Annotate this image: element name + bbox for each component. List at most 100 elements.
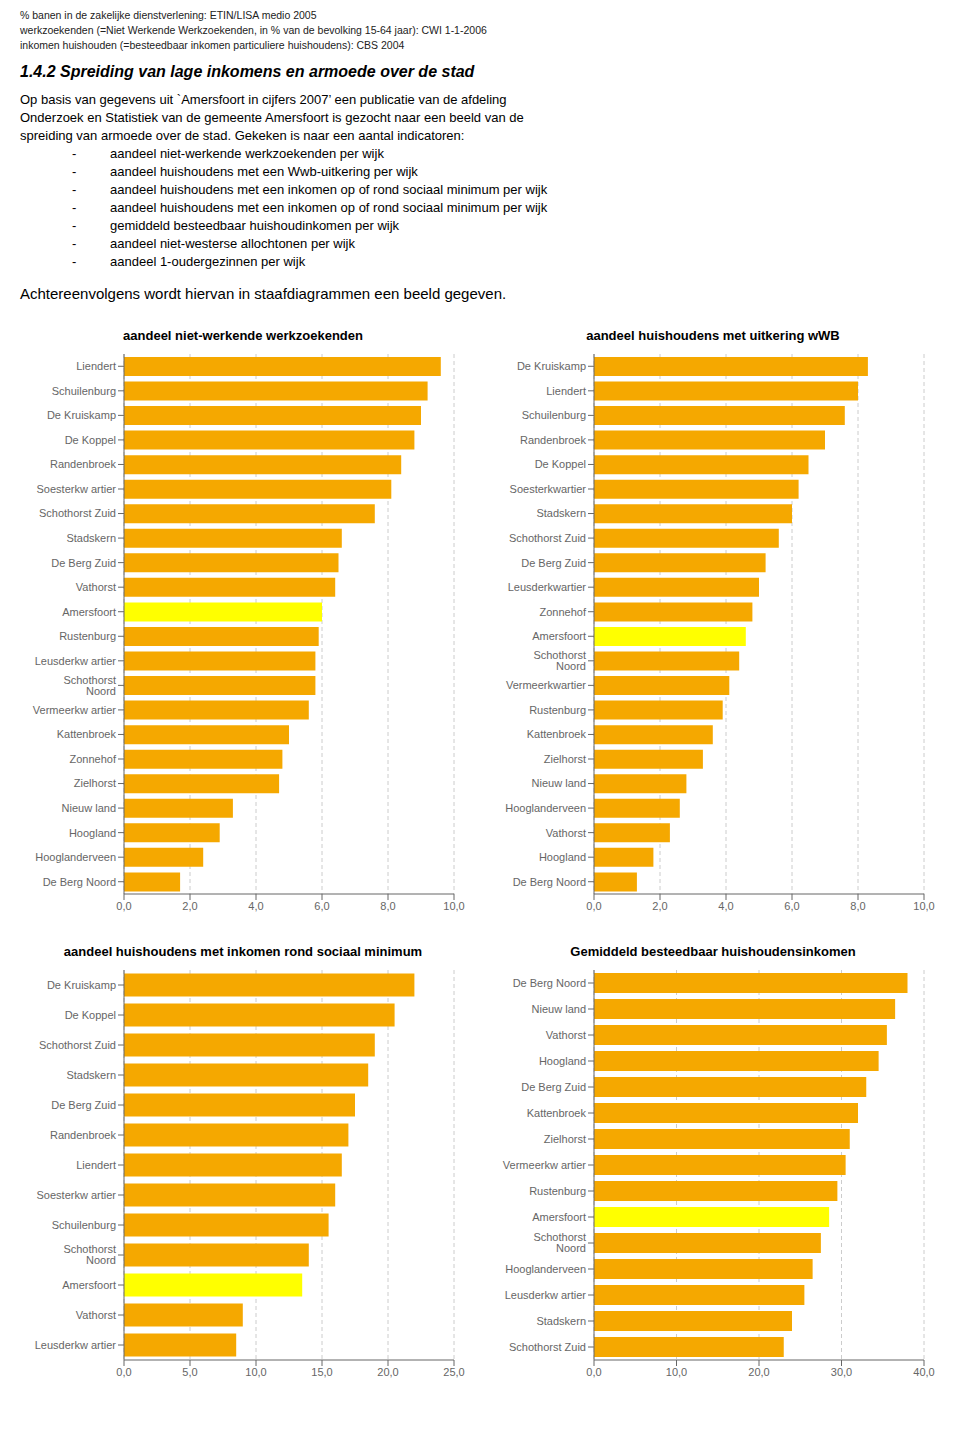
svg-text:30,0: 30,0 (831, 1366, 852, 1378)
svg-text:0,0: 0,0 (586, 1366, 601, 1378)
svg-text:De Koppel: De Koppel (535, 458, 586, 470)
svg-text:8,0: 8,0 (380, 900, 395, 912)
svg-text:Stadskern: Stadskern (536, 507, 586, 519)
svg-text:0,0: 0,0 (116, 1366, 131, 1378)
svg-text:Nieuw land: Nieuw land (532, 777, 586, 789)
svg-text:4,0: 4,0 (718, 900, 733, 912)
svg-text:2,0: 2,0 (182, 900, 197, 912)
svg-text:De Berg Zuid: De Berg Zuid (521, 557, 586, 569)
svg-text:SchothorstNoord: SchothorstNoord (63, 1243, 116, 1266)
svg-text:Vathorst: Vathorst (76, 1309, 116, 1321)
svg-text:De Koppel: De Koppel (65, 1009, 116, 1021)
svg-text:0,0: 0,0 (116, 900, 131, 912)
html-text:Achtereenvolgens wordt hiervan: Achtereenvolgens wordt hiervan in staafd… (20, 285, 507, 302)
svg-text:10,0: 10,0 (245, 1366, 266, 1378)
svg-text:20,0: 20,0 (377, 1366, 398, 1378)
svg-text:De Berg Noord: De Berg Noord (513, 876, 586, 888)
svg-text:Kattenbroek: Kattenbroek (527, 1107, 587, 1119)
svg-text:Amersfoort: Amersfoort (532, 1211, 586, 1223)
svg-text:Kattenbroek: Kattenbroek (57, 728, 117, 740)
svg-text:Hooglanderveen: Hooglanderveen (505, 802, 586, 814)
svg-text:De Kruiskamp: De Kruiskamp (47, 979, 116, 991)
svg-text:Zielhorst: Zielhorst (544, 1133, 586, 1145)
svg-text:De Berg Zuid: De Berg Zuid (521, 1081, 586, 1093)
svg-text:Leusderkw artier: Leusderkw artier (35, 655, 117, 667)
svg-text:Leusderkwartier: Leusderkwartier (508, 581, 587, 593)
svg-text:Soesterkw artier: Soesterkw artier (37, 1189, 117, 1201)
svg-text:Rustenburg: Rustenburg (59, 630, 116, 642)
svg-text:Liendert: Liendert (76, 1159, 116, 1171)
svg-text:SchothorstNoord: SchothorstNoord (533, 649, 586, 672)
svg-text:SchothorstNoord: SchothorstNoord (63, 674, 116, 697)
svg-text:15,0: 15,0 (311, 1366, 332, 1378)
svg-text:SchothorstNoord: SchothorstNoord (533, 1231, 586, 1254)
html-text:spreiding van armoede over de: spreiding van armoede over de stad. Geke… (20, 128, 465, 143)
svg-text:Amersfoort: Amersfoort (532, 630, 586, 642)
svg-text:De Berg Zuid: De Berg Zuid (51, 1099, 116, 1111)
svg-text:De Berg Zuid: De Berg Zuid (51, 557, 116, 569)
svg-text:0,0: 0,0 (586, 900, 601, 912)
svg-text:10,0: 10,0 (913, 900, 934, 912)
svg-text:Amersfoort: Amersfoort (62, 606, 116, 618)
svg-text:Liendert: Liendert (546, 385, 586, 397)
svg-text:Rustenburg: Rustenburg (529, 1185, 586, 1197)
svg-text:Hooglanderveen: Hooglanderveen (35, 851, 116, 863)
svg-text:De Kruiskamp: De Kruiskamp (47, 409, 116, 421)
svg-text:4,0: 4,0 (248, 900, 263, 912)
svg-text:Zielhorst: Zielhorst (74, 777, 116, 789)
svg-text:2,0: 2,0 (652, 900, 667, 912)
svg-text:Leusderkw artier: Leusderkw artier (35, 1339, 117, 1351)
svg-text:Kattenbroek: Kattenbroek (527, 728, 587, 740)
svg-text:Vathorst: Vathorst (76, 581, 116, 593)
svg-text:Schothorst Zuid: Schothorst Zuid (39, 507, 116, 519)
svg-text:Hoogland: Hoogland (69, 827, 116, 839)
svg-text:Liendert: Liendert (76, 360, 116, 372)
svg-text:Amersfoort: Amersfoort (62, 1279, 116, 1291)
svg-text:Hoogland: Hoogland (539, 851, 586, 863)
svg-text:Schuilenburg: Schuilenburg (52, 1219, 116, 1231)
svg-text:40,0: 40,0 (913, 1366, 934, 1378)
svg-text:6,0: 6,0 (314, 900, 329, 912)
svg-text:Soesterkw artier: Soesterkw artier (37, 483, 117, 495)
svg-text:Randenbroek: Randenbroek (520, 434, 587, 446)
svg-text:Schuilenburg: Schuilenburg (522, 409, 586, 421)
svg-text:Vermeerkw artier: Vermeerkw artier (503, 1159, 586, 1171)
svg-text:Hooglanderveen: Hooglanderveen (505, 1263, 586, 1275)
svg-text:Hoogland: Hoogland (539, 1055, 586, 1067)
svg-text:Nieuw land: Nieuw land (62, 802, 116, 814)
svg-text:20,0: 20,0 (748, 1366, 769, 1378)
svg-text:Soesterkwartier: Soesterkwartier (510, 483, 587, 495)
svg-text:De Kruiskamp: De Kruiskamp (517, 360, 586, 372)
html-text:Onderzoek en Statistiek van de: Onderzoek en Statistiek van de gemeente … (20, 110, 524, 125)
svg-text:De Berg Noord: De Berg Noord (43, 876, 116, 888)
svg-text:Stadskern: Stadskern (66, 1069, 116, 1081)
svg-text:Vathorst: Vathorst (546, 1029, 586, 1041)
svg-text:Stadskern: Stadskern (66, 532, 116, 544)
svg-text:Randenbroek: Randenbroek (50, 1129, 117, 1141)
svg-text:De Berg Noord: De Berg Noord (513, 977, 586, 989)
svg-text:Schothorst Zuid: Schothorst Zuid (39, 1039, 116, 1051)
svg-text:Vermeerkwartier: Vermeerkwartier (506, 679, 586, 691)
svg-text:Randenbroek: Randenbroek (50, 458, 117, 470)
svg-text:Zonnehof: Zonnehof (70, 753, 117, 765)
svg-text:Vathorst: Vathorst (546, 827, 586, 839)
svg-text:10,0: 10,0 (443, 900, 464, 912)
svg-text:6,0: 6,0 (784, 900, 799, 912)
svg-text:Schuilenburg: Schuilenburg (52, 385, 116, 397)
svg-text:Zonnehof: Zonnehof (540, 606, 587, 618)
svg-text:Vermeerkw artier: Vermeerkw artier (33, 704, 116, 716)
svg-text:Schothorst Zuid: Schothorst Zuid (509, 1341, 586, 1353)
svg-text:Leusderkw artier: Leusderkw artier (505, 1289, 587, 1301)
svg-text:Rustenburg: Rustenburg (529, 704, 586, 716)
svg-text:Stadskern: Stadskern (536, 1315, 586, 1327)
svg-text:25,0: 25,0 (443, 1366, 464, 1378)
svg-text:Schothorst Zuid: Schothorst Zuid (509, 532, 586, 544)
svg-text:8,0: 8,0 (850, 900, 865, 912)
svg-text:Nieuw land: Nieuw land (532, 1003, 586, 1015)
svg-text:10,0: 10,0 (666, 1366, 687, 1378)
svg-text:De Koppel: De Koppel (65, 434, 116, 446)
html-text:1.4.2 Spreiding van lage inkom: 1.4.2 Spreiding van lage inkomens en arm… (20, 63, 475, 80)
svg-text:5,0: 5,0 (182, 1366, 197, 1378)
svg-text:Zielhorst: Zielhorst (544, 753, 586, 765)
html-text:Op basis van gegevens uit `Ame: Op basis van gegevens uit `Amersfoort in… (20, 92, 507, 107)
